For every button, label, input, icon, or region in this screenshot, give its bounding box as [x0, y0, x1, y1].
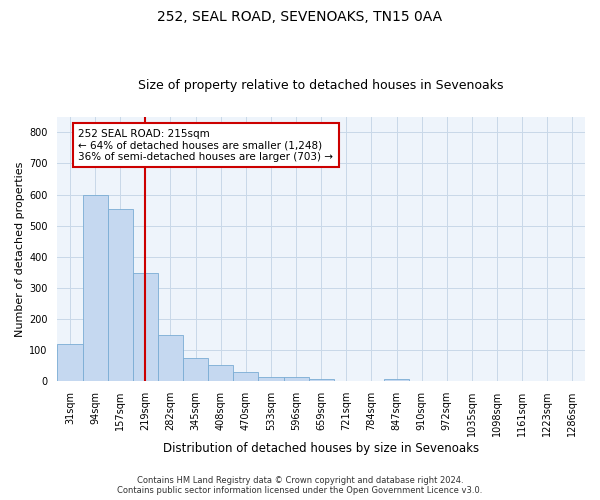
Bar	[107, 208, 133, 381]
Bar	[208, 364, 233, 381]
Bar	[158, 335, 183, 381]
Text: Contains HM Land Registry data © Crown copyright and database right 2024.
Contai: Contains HM Land Registry data © Crown c…	[118, 476, 482, 495]
Bar	[284, 378, 308, 381]
Bar	[384, 378, 409, 381]
Text: 252 SEAL ROAD: 215sqm
← 64% of detached houses are smaller (1,248)
36% of semi-d: 252 SEAL ROAD: 215sqm ← 64% of detached …	[79, 128, 334, 162]
Bar	[259, 378, 284, 381]
Bar	[233, 372, 259, 381]
Text: 252, SEAL ROAD, SEVENOAKS, TN15 0AA: 252, SEAL ROAD, SEVENOAKS, TN15 0AA	[157, 10, 443, 24]
Bar	[308, 379, 334, 381]
Bar	[183, 358, 208, 381]
Title: Size of property relative to detached houses in Sevenoaks: Size of property relative to detached ho…	[139, 79, 504, 92]
Bar	[83, 194, 107, 381]
Bar	[133, 273, 158, 381]
Y-axis label: Number of detached properties: Number of detached properties	[15, 162, 25, 336]
X-axis label: Distribution of detached houses by size in Sevenoaks: Distribution of detached houses by size …	[163, 442, 479, 455]
Bar	[58, 344, 83, 381]
